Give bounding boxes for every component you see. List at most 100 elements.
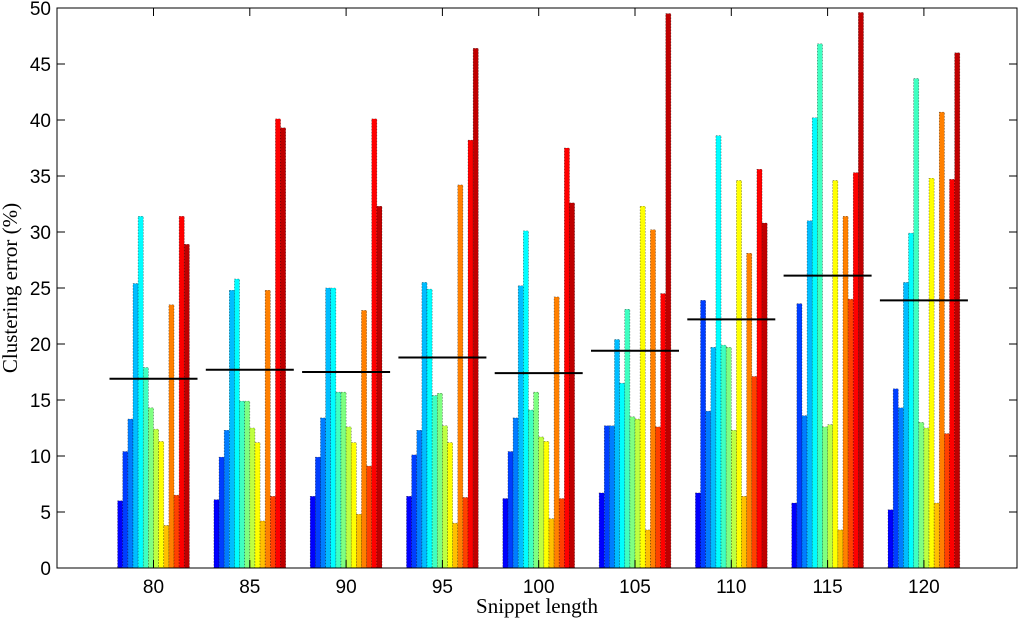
y-tick-label: 35: [30, 167, 51, 188]
bar-90-11: [361, 310, 367, 569]
bar-110-14: [761, 222, 768, 569]
bar-115-6: [817, 43, 823, 569]
bar-105-1: [598, 492, 605, 569]
bar-120-13: [949, 179, 955, 569]
bar-95-13: [467, 139, 474, 569]
bar-105-4: [614, 339, 620, 569]
bar-110-8: [730, 429, 737, 569]
bar-120-8: [923, 427, 930, 569]
x-tick-label: 115: [812, 577, 842, 598]
bar-105-6: [624, 308, 631, 569]
bar-120-2: [892, 388, 899, 569]
y-axis-title: Clustering error (%): [0, 203, 22, 373]
bar-120-7: [918, 422, 925, 569]
bar-95-7: [436, 392, 443, 569]
bar-80-11: [168, 304, 175, 569]
x-tick-label: 80: [143, 577, 164, 598]
bar-90-2: [315, 456, 321, 569]
bar-95-1: [406, 496, 412, 569]
bar-120-9: [928, 177, 935, 569]
bar-95-12: [462, 497, 469, 569]
bar-120-3: [897, 407, 904, 569]
bar-115-1: [791, 502, 798, 569]
bar-110-12: [751, 376, 758, 569]
bar-115-3: [801, 415, 808, 569]
bar-90-13: [371, 118, 378, 569]
bar-90-10: [356, 513, 362, 569]
x-axis-title: Snippet length: [476, 594, 598, 618]
bar-105-10: [644, 529, 651, 569]
bar-80-10: [163, 525, 170, 569]
bar-90-9: [350, 442, 357, 569]
y-tick-label: 40: [30, 111, 51, 132]
bar-80-13: [178, 216, 185, 569]
bar-80-14: [183, 244, 190, 569]
bar-80-6: [142, 367, 149, 569]
bar-80-7: [148, 407, 154, 569]
bar-85-7: [244, 400, 251, 569]
x-tick-label: 105: [619, 577, 651, 598]
bar-95-11: [457, 184, 464, 569]
y-tick-label: 20: [30, 335, 51, 356]
bar-115-14: [858, 12, 864, 569]
bar-95-2: [411, 454, 418, 569]
y-tick-label: 50: [30, 0, 51, 20]
y-axis: 0 5 10 15 20 25 30 35 40 45 50: [30, 0, 1017, 580]
bars-layer: [117, 12, 961, 569]
bar-80-3: [127, 418, 134, 569]
bar-100-14: [569, 202, 575, 569]
bar-105-5: [619, 382, 626, 569]
bar-85-4: [229, 289, 235, 569]
bar-85-12: [269, 496, 276, 569]
y-tick-label: 15: [30, 391, 51, 412]
x-tick-label: 90: [336, 577, 357, 598]
bar-105-8: [634, 418, 641, 569]
bar-95-14: [472, 48, 479, 569]
bar-80-2: [122, 451, 129, 569]
y-tick-label: 45: [30, 55, 51, 76]
bar-85-2: [218, 456, 225, 569]
bar-110-1: [695, 492, 701, 569]
bar-85-10: [259, 520, 266, 569]
bar-85-8: [249, 427, 256, 569]
bar-90-8: [345, 426, 352, 569]
bar-100-3: [512, 417, 519, 569]
bar-100-10: [548, 518, 555, 569]
bar-105-14: [665, 13, 672, 569]
bar-90-5: [330, 287, 337, 569]
bar-85-14: [280, 127, 286, 569]
bar-115-11: [842, 216, 849, 569]
bar-120-14: [954, 52, 961, 569]
bar-115-4: [806, 220, 813, 569]
bar-85-13: [275, 118, 281, 569]
bar-115-5: [811, 117, 818, 569]
bar-115-12: [847, 298, 854, 569]
bar-90-12: [366, 465, 373, 569]
bar-110-4: [710, 347, 717, 569]
y-tick-label: 30: [30, 223, 51, 244]
bar-100-11: [553, 296, 560, 569]
bar-95-5: [426, 288, 433, 569]
bar-120-12: [944, 433, 950, 569]
bar-100-8: [538, 436, 545, 569]
bar-80-8: [153, 428, 159, 569]
bar-100-1: [502, 498, 509, 569]
bar-85-6: [239, 400, 245, 569]
bar-90-3: [320, 417, 326, 569]
bar-95-6: [431, 395, 438, 569]
bar-105-9: [639, 205, 646, 569]
bar-95-3: [416, 429, 423, 569]
bar-110-5: [715, 135, 722, 569]
bar-110-13: [756, 168, 763, 569]
bar-100-2: [507, 451, 514, 569]
bar-105-3: [609, 425, 615, 569]
bar-115-2: [796, 303, 803, 569]
bar-120-6: [913, 78, 920, 569]
bar-110-6: [720, 344, 727, 569]
x-tick-label: 120: [908, 577, 940, 598]
bar-120-5: [908, 232, 914, 569]
bar-95-9: [447, 442, 453, 569]
bar-80-5: [137, 216, 144, 569]
bar-95-10: [452, 522, 459, 569]
y-tick-label: 25: [30, 279, 51, 300]
